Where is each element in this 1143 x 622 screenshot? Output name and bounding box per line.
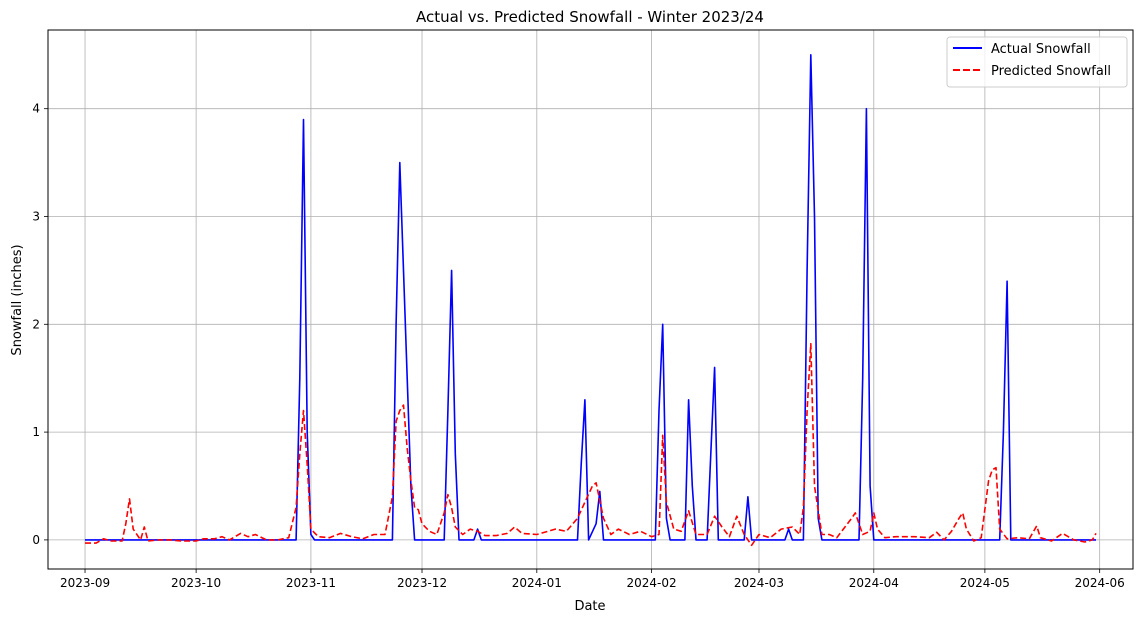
x-axis-label: Date [574,599,605,614]
x-tick-label: 2024-03 [734,576,784,590]
y-tick-label: 2 [32,317,40,331]
x-tick-label: 2023-11 [286,576,336,590]
x-tick-label: 2024-02 [627,576,677,590]
x-tick-label: 2024-05 [960,576,1010,590]
series-line-actual [85,54,1096,541]
legend-box [946,36,1128,88]
y-axis-ticks: 0 1 2 3 4 [32,102,48,547]
legend: Actual Snowfall Predicted Snowfall [946,36,1128,88]
series-line-predicted [85,342,1097,547]
plot-area-frame [47,29,1134,570]
x-tick-label: 2024-06 [1075,576,1125,590]
y-tick-label: 4 [32,102,40,116]
x-tick-label: 2023-12 [397,576,447,590]
series-lines [85,54,1097,547]
x-axis-ticks: 2023-09 2023-10 2023-11 2023-12 2024-01 2024-… [60,569,1125,590]
y-tick-label: 1 [32,425,40,439]
y-tick-label: 3 [32,209,40,223]
x-tick-label: 2024-01 [512,576,562,590]
x-tick-label: 2023-10 [171,576,221,590]
legend-label-actual: Actual Snowfall [991,42,1091,57]
x-tick-label: 2023-09 [60,576,110,590]
y-axis-label: Snowfall (inches) [10,244,25,355]
y-tick-label: 0 [32,533,40,547]
chart-title: Actual vs. Predicted Snowfall - Winter 2… [416,8,764,26]
x-tick-label: 2024-04 [849,576,899,590]
legend-label-predicted: Predicted Snowfall [991,64,1111,79]
